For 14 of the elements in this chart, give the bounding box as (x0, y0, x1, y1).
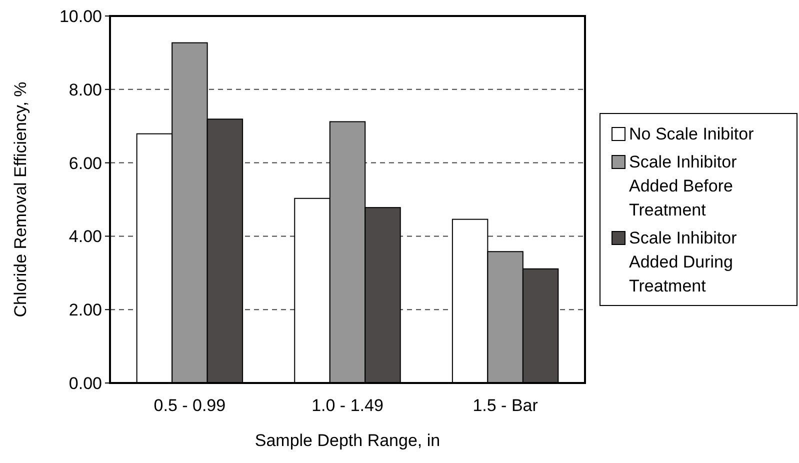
x-tick-label: 1.0 - 1.49 (312, 396, 384, 415)
legend-label: Scale Inhibitor Added Before Treatment (629, 152, 738, 220)
legend-label: Scale Inhibitor Added During Treatment (629, 228, 738, 296)
y-tick-label: 0.00 (68, 374, 102, 393)
y-tick-label: 6.00 (68, 154, 102, 173)
legend-label: No Scale Inibitor (629, 124, 754, 144)
x-tick-label: 1.5 - Bar (472, 396, 538, 415)
y-tick-label: 2.00 (68, 300, 102, 320)
x-tick-label: 0.5 - 0.99 (154, 396, 226, 415)
y-tick-label: 10.00 (59, 6, 102, 26)
y-tick-label: 4.00 (68, 227, 102, 246)
x-axis-title: Sample Depth Range, in (254, 431, 440, 450)
y-tick-label: 8.00 (68, 80, 102, 100)
y-axis-title: Chloride Removal Efficiency, % (11, 82, 30, 318)
